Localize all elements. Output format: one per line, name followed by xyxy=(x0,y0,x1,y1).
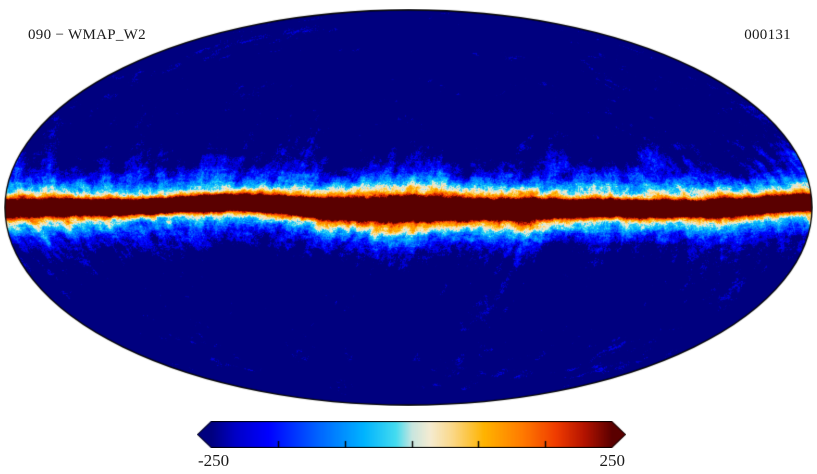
colorbar: -250 250 xyxy=(197,421,626,474)
sky-map xyxy=(4,9,813,406)
colorbar-gradient xyxy=(197,421,626,448)
mollweide-sky-canvas xyxy=(4,9,813,406)
colorbar-max-label: 250 xyxy=(599,451,626,470)
colorbar-min-label: -250 xyxy=(198,451,230,470)
